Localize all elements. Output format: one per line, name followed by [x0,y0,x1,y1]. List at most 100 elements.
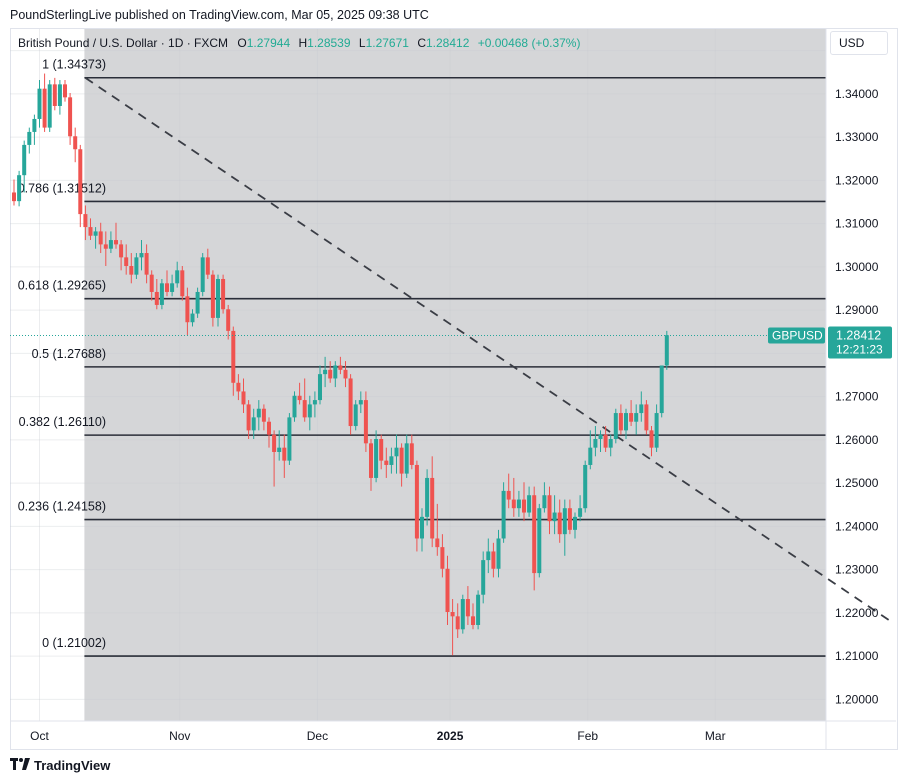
candle[interactable] [608,434,613,457]
candle[interactable] [175,261,180,288]
candle[interactable] [603,426,608,452]
candle[interactable] [241,378,246,414]
candle[interactable] [165,270,169,297]
candle[interactable] [414,460,419,552]
candle[interactable] [119,240,124,271]
candle[interactable] [420,508,424,552]
candle[interactable] [302,378,307,422]
candle[interactable] [394,434,399,474]
candle[interactable] [450,599,455,656]
candle[interactable] [108,231,113,254]
candle[interactable] [338,356,343,375]
candle[interactable] [639,391,644,422]
candle[interactable] [236,374,241,401]
candle[interactable] [404,434,409,478]
candle[interactable] [159,278,164,310]
candle[interactable] [185,287,190,336]
candle[interactable] [532,486,537,591]
candle[interactable] [409,434,414,470]
trendline[interactable] [84,77,895,625]
candle[interactable] [455,603,460,638]
candle[interactable] [511,477,516,517]
candle[interactable] [618,404,623,435]
candle[interactable] [149,270,154,301]
candle[interactable] [374,430,379,483]
candle[interactable] [27,127,32,154]
candle[interactable] [659,365,664,418]
candle[interactable] [12,179,16,206]
candle[interactable] [63,80,67,102]
candle[interactable] [221,274,226,314]
candle[interactable] [195,287,200,318]
candle[interactable] [353,400,358,431]
candle[interactable] [573,512,577,539]
candle[interactable] [267,417,271,448]
candle[interactable] [98,222,103,254]
candle[interactable] [73,127,78,163]
candle[interactable] [348,374,353,435]
candle[interactable] [542,482,547,513]
candle[interactable] [440,534,445,578]
candle[interactable] [613,408,618,444]
candle[interactable] [180,266,185,301]
candle[interactable] [522,482,526,522]
candle[interactable] [323,356,328,388]
candle[interactable] [363,391,368,452]
candle[interactable] [486,538,491,574]
currency-selector[interactable]: USD [830,31,888,55]
candle[interactable] [200,253,205,297]
candle[interactable] [593,426,598,457]
candle[interactable] [516,490,521,517]
candle[interactable] [358,391,363,414]
candle[interactable] [318,365,322,405]
candle[interactable] [251,408,256,440]
candle[interactable] [644,400,649,435]
candle[interactable] [624,408,628,440]
candle[interactable] [83,205,88,241]
candle[interactable] [547,486,552,535]
candle[interactable] [37,80,42,128]
candle[interactable] [277,430,282,461]
candle[interactable] [664,330,669,370]
candle[interactable] [78,144,83,228]
candle[interactable] [399,443,404,487]
candle[interactable] [649,426,654,457]
candle[interactable] [103,231,108,267]
candle[interactable] [170,274,175,297]
candle[interactable] [292,391,297,422]
candle[interactable] [210,270,215,327]
candle[interactable] [333,361,338,388]
candle[interactable] [567,499,572,535]
candle[interactable] [312,391,317,418]
candle[interactable] [425,469,430,526]
candle[interactable] [578,495,583,522]
candle[interactable] [88,218,93,241]
candle[interactable] [68,93,73,145]
candle[interactable] [460,594,465,634]
candle[interactable] [139,240,144,271]
candle[interactable] [52,77,57,111]
candle[interactable] [272,430,277,487]
candle[interactable] [634,404,639,435]
candle[interactable] [384,447,389,478]
candle[interactable] [552,495,557,535]
candle[interactable] [129,253,134,284]
candle[interactable] [343,361,348,388]
candle[interactable] [527,486,532,517]
candle[interactable] [476,590,481,630]
candle[interactable] [435,503,440,556]
candle[interactable] [506,473,511,509]
candle[interactable] [190,309,195,327]
price-tag-box[interactable] [828,326,892,359]
candle[interactable] [369,439,373,491]
candle[interactable] [654,404,659,452]
candle[interactable] [389,447,394,474]
candle[interactable] [216,274,220,327]
candle[interactable] [231,326,236,396]
candle[interactable] [430,456,435,548]
candle[interactable] [134,253,139,279]
candle[interactable] [144,244,149,284]
candle[interactable] [562,499,567,556]
candle[interactable] [256,400,261,431]
